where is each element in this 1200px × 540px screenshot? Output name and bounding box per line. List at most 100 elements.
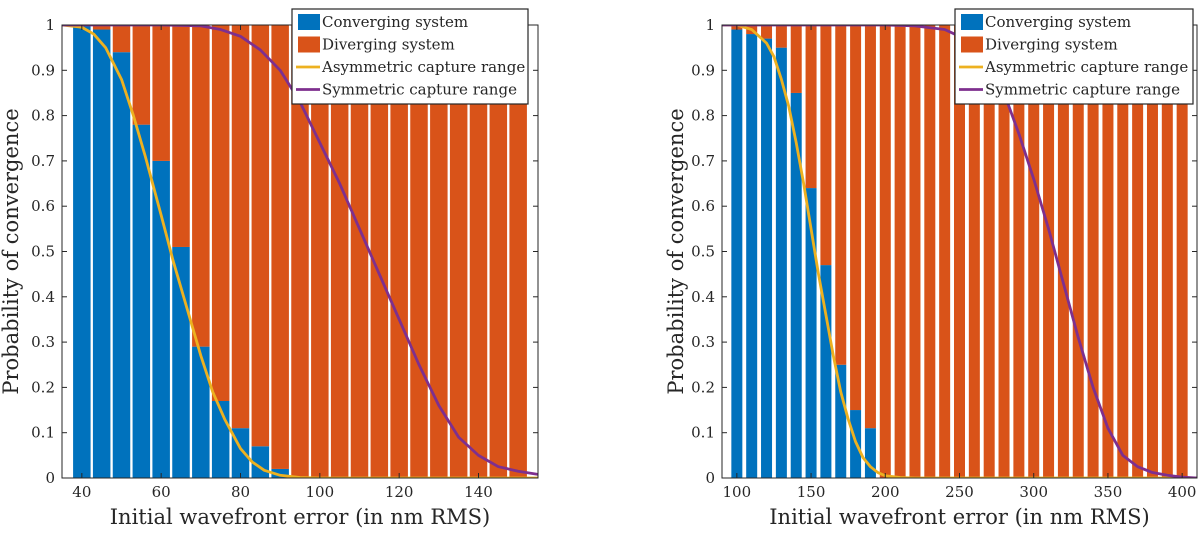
legend: Converging system Diverging system Asymmet… <box>291 8 529 105</box>
y-tick-label: 0.8 <box>691 107 715 125</box>
bar-diverging <box>172 25 190 247</box>
bar-diverging <box>330 25 349 478</box>
bar-diverging <box>1057 25 1069 478</box>
bar-diverging <box>790 25 802 93</box>
y-tick-label: 0 <box>45 469 55 487</box>
x-tick-label: 300 <box>1019 483 1048 501</box>
plot-area <box>62 25 538 478</box>
legend-label: Asymmetric capture range <box>321 58 525 76</box>
legend-swatch <box>961 14 983 30</box>
legend-box <box>291 8 529 105</box>
y-tick-label: 0.2 <box>31 378 55 396</box>
bar-diverging <box>251 25 270 447</box>
bar-diverging <box>820 25 832 266</box>
bar-converging <box>92 29 111 478</box>
bar-diverging <box>92 25 111 30</box>
bar-diverging <box>879 25 891 478</box>
y-tick-label: 0.1 <box>31 424 55 442</box>
legend-label: Symmetric capture range <box>985 81 1180 99</box>
bar-diverging <box>231 25 250 429</box>
bar-diverging <box>311 25 329 478</box>
y-tick-label: 0.3 <box>691 333 715 351</box>
bar-converging <box>746 34 758 478</box>
legend-label: Symmetric capture range <box>322 81 517 99</box>
bar-diverging <box>1028 25 1040 478</box>
bar-diverging <box>469 25 488 478</box>
bar-diverging <box>410 25 428 478</box>
x-tick-label: 100 <box>723 483 752 501</box>
bar-converging <box>73 25 91 478</box>
bar-diverging <box>211 25 230 401</box>
bar-diverging <box>152 25 170 161</box>
bar-diverging <box>835 25 847 365</box>
bar-converging <box>152 160 170 478</box>
y-tick-label: 0.2 <box>691 378 715 396</box>
x-tick-label: 120 <box>385 483 414 501</box>
bar-diverging <box>1072 25 1084 478</box>
y-tick-label: 0.7 <box>691 152 715 170</box>
bar-diverging <box>954 25 965 478</box>
bar-diverging <box>370 25 389 478</box>
y-tick-label: 0.4 <box>31 288 55 306</box>
symmetric-capture-line <box>722 25 1197 478</box>
bar-diverging <box>132 25 151 125</box>
x-tick-label: 140 <box>464 483 493 501</box>
x-tick-label: 100 <box>306 483 335 501</box>
bar-diverging <box>390 25 408 478</box>
legend-label: Diverging system <box>322 36 455 54</box>
y-axis-label: Probability of convergence <box>0 108 23 394</box>
bar-converging <box>835 364 847 478</box>
bar-diverging <box>924 25 936 478</box>
legend-label: Asymmetric capture range <box>984 58 1188 76</box>
bar-converging <box>790 92 802 478</box>
bar-diverging <box>998 25 1010 478</box>
legend-label: Converging system <box>985 13 1131 31</box>
y-tick-label: 0.6 <box>691 197 715 215</box>
y-tick-label: 0.6 <box>31 197 55 215</box>
x-tick-label: 350 <box>1094 483 1123 501</box>
bar-diverging <box>112 25 131 53</box>
legend-swatch <box>961 36 983 53</box>
bar-diverging <box>350 25 369 478</box>
chart-panel-2: 0 0.1 0.2 0.3 0.4 0.5 0.6 0.7 0.8 0.9 1 100 150 200 25… <box>664 8 1198 529</box>
bar-diverging <box>1117 25 1129 478</box>
bar-diverging <box>291 25 309 478</box>
bar-diverging <box>1176 25 1188 478</box>
asymmetric-capture-line <box>62 25 538 478</box>
legend-swatch <box>298 36 320 53</box>
bar-diverging <box>1043 25 1055 478</box>
y-tick-label: 0.9 <box>691 61 715 79</box>
x-axis-label: Initial wavefront error (in nm RMS) <box>769 505 1149 529</box>
bar-diverging <box>968 25 980 478</box>
bar-diverging <box>894 25 906 478</box>
bar-diverging <box>775 25 787 48</box>
y-tick-label: 0.1 <box>691 424 715 442</box>
bar-diverging <box>271 25 289 469</box>
bar-diverging <box>939 25 951 478</box>
bar-diverging <box>850 25 862 411</box>
bar-converging <box>864 428 876 478</box>
bar-diverging <box>1146 25 1158 478</box>
y-tick-label: 0.8 <box>31 107 55 125</box>
bar-diverging <box>909 25 921 478</box>
bar-diverging <box>805 25 817 189</box>
bar-diverging <box>864 25 876 429</box>
x-tick-label: 400 <box>1168 483 1197 501</box>
bar-diverging <box>1013 25 1025 478</box>
y-tick-label: 0.9 <box>31 61 55 79</box>
legend-label: Converging system <box>322 13 468 31</box>
symmetric-capture-line <box>62 25 538 476</box>
x-tick-label: 80 <box>231 483 250 501</box>
x-tick-label: 200 <box>871 483 900 501</box>
bar-converging <box>132 124 151 478</box>
bar-diverging <box>983 25 995 478</box>
y-tick-label: 0.5 <box>31 243 55 261</box>
bar-diverging <box>430 25 448 478</box>
bar-diverging <box>509 25 527 478</box>
legend-label: Diverging system <box>985 36 1118 54</box>
y-tick-label: 0.7 <box>31 152 55 170</box>
bar-converging <box>761 38 773 478</box>
bar-converging <box>775 47 787 478</box>
